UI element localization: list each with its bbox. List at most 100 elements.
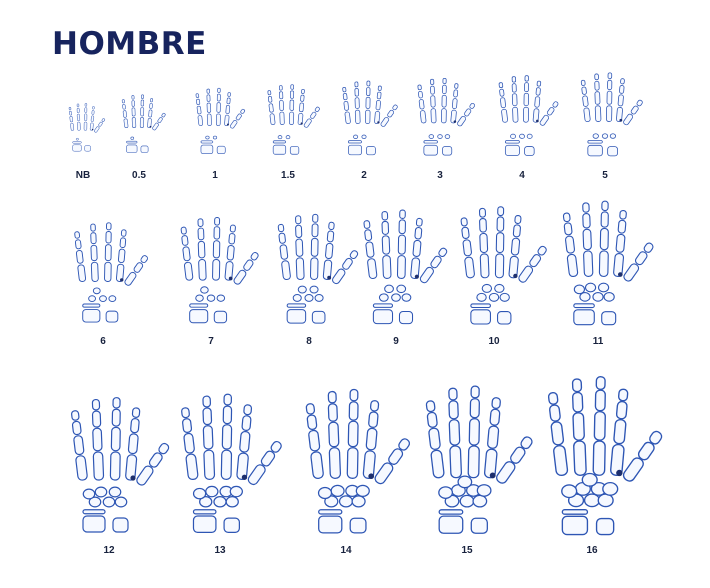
carpal-bone [353,134,359,139]
phalanx-bone [364,229,373,242]
phalanx-bone [496,216,505,232]
hand-skeleton [180,217,259,324]
radius-epiphysis [573,303,595,309]
ulna-bone [497,311,512,325]
thumb-bone [636,99,643,107]
phalanx-bone [289,90,295,99]
thumb-bone [247,464,266,486]
thumb-bone [380,117,390,127]
metacarpal-bone [594,105,602,122]
metacarpal-bone [90,261,99,282]
metacarpal-bone [382,255,392,279]
metacarpal-bone [508,255,519,279]
phalanx-bone [377,85,382,91]
carpal-bone [108,486,122,498]
phalanx-bone [181,407,190,419]
thumb-bone [314,106,320,113]
hand-plate: 7 [180,217,259,347]
phalanx-bone [312,213,319,223]
hand-plate: 13 [181,393,282,556]
phalanx-bone [430,85,435,95]
phalanx-bone [202,407,213,426]
metacarpal-bone [553,445,569,477]
phalanx-bone [442,77,447,84]
phalanx-bone [512,224,521,238]
phalanx-bone [375,100,381,111]
phalanx-bone [76,103,80,108]
phalanx-bone [534,96,541,108]
phalanx-bone [306,414,318,431]
phalanx-bone [267,90,272,96]
phalanx-bone [594,91,601,105]
phalanx-bone [328,421,340,448]
hand-plate: 11 [562,200,654,347]
phalanx-bone [399,209,406,219]
metacarpal-bone [479,253,490,279]
thumb-bone [152,122,159,131]
phalanx-bone [268,103,274,113]
phalanx-bone [110,426,121,452]
sesamoid-dot [226,123,229,126]
radius-epiphysis [72,141,82,144]
thumb-bone [374,462,394,485]
radius-bone [72,144,82,152]
age-label: 11 [593,336,604,347]
sesamoid-dot [241,474,248,480]
phalanx-bone [601,200,609,212]
thumb-bone [464,108,472,117]
carpal-bone [195,294,204,302]
phalanx-bone [195,93,200,98]
phalanx-bone [495,232,505,254]
phalanx-bone [214,217,221,226]
thumb-bone [133,262,144,273]
thumb-bone [148,452,163,468]
phalanx-bone [299,102,304,113]
thumb-bone [398,438,411,451]
thumb-bone [457,115,467,127]
phalanx-bone [131,407,141,418]
carpal-bone [285,135,291,140]
thumb-bone [537,245,547,256]
carpal-bone [573,284,586,295]
hand-skeleton [342,80,398,156]
phalanx-bone [228,233,236,245]
phalanx-bone [290,84,294,90]
phalanx-bone [617,388,629,402]
radius-bone [470,309,491,325]
phalanx-bone [122,110,127,118]
carpal-bone [391,293,401,302]
phalanx-bone [140,107,145,117]
thumb-bone [634,251,648,266]
phalanx-bone [197,240,206,259]
phalanx-bone [150,98,154,103]
hand-skeleton [181,393,282,533]
thumb-bone [98,121,103,127]
phalanx-bone [426,411,438,428]
hand-skeleton [425,385,533,534]
sesamoid-dot [300,122,303,125]
thumb-bone [469,102,476,109]
age-label: 15 [461,545,473,556]
phalanx-bone [148,109,153,118]
phalanx-bone [68,106,72,111]
radius-epiphysis [504,140,520,144]
radius-epiphysis [189,303,209,308]
phalanx-bone [267,96,273,103]
phalanx-bone [593,410,606,441]
metacarpal-bone [183,261,194,281]
ulna-bone [442,146,453,156]
radius-epiphysis [272,140,287,144]
phalanx-bone [226,97,231,105]
thumb-bone [158,442,170,455]
phalanx-bone [311,223,319,238]
carpal-bone [481,283,493,293]
metacarpal-bone [77,121,81,131]
hand-skeleton [498,75,559,156]
phalanx-bone [90,115,95,122]
age-label: 5 [602,170,608,181]
ulna-bone [366,146,376,156]
phalanx-bone [206,94,211,102]
carpal-bone [330,484,345,498]
metacarpal-bone [236,452,249,480]
phalanx-bone [221,424,233,450]
